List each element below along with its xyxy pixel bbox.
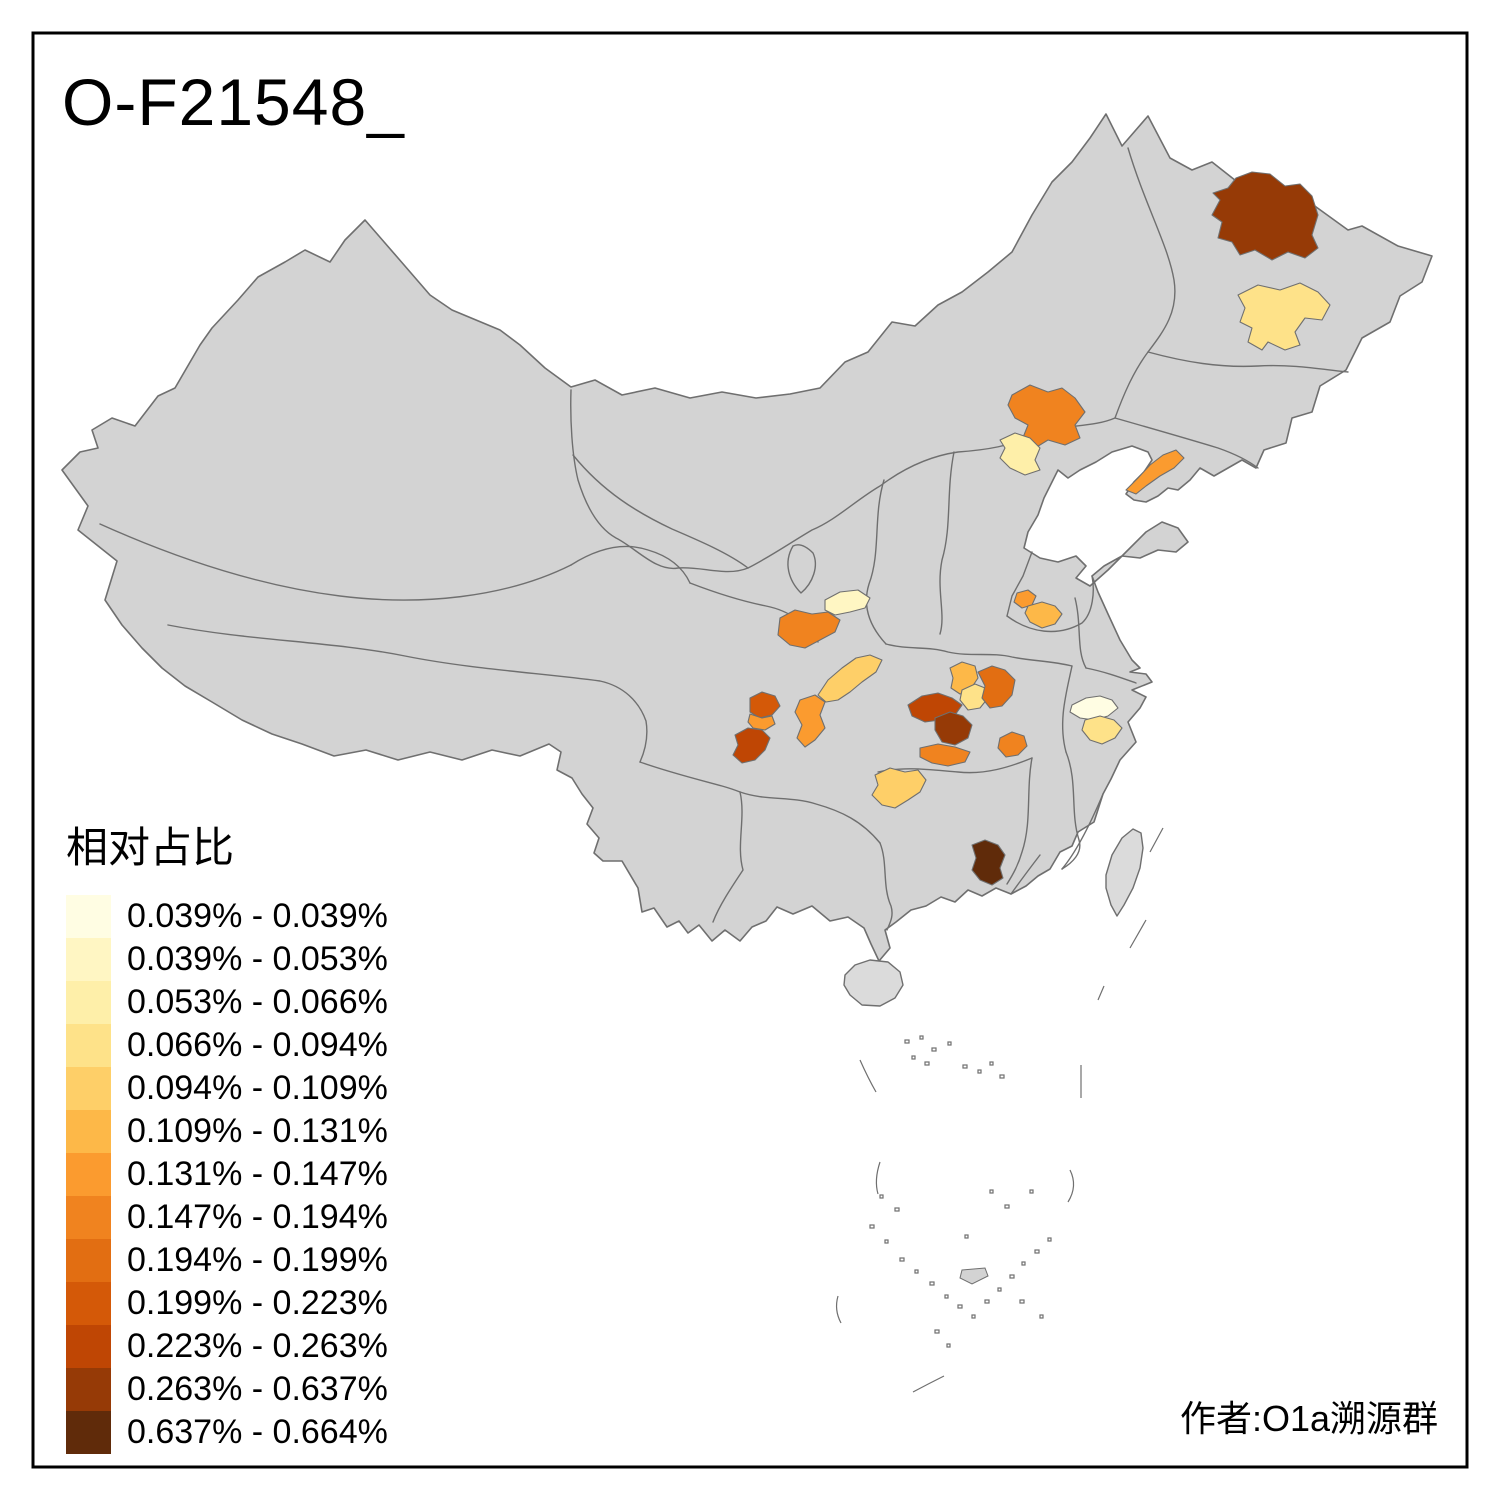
map-region xyxy=(747,713,776,731)
legend-item-label: 0.039% - 0.039% xyxy=(127,897,388,935)
map-region xyxy=(997,731,1028,758)
map-region xyxy=(1211,171,1319,261)
map-region xyxy=(777,609,841,649)
legend-item-label: 0.039% - 0.053% xyxy=(127,940,388,978)
legend-swatch xyxy=(66,895,111,938)
legend-item-label: 0.131% - 0.147% xyxy=(127,1155,388,1193)
legend-item: 0.094% - 0.109% xyxy=(66,1067,388,1110)
map-region xyxy=(1081,715,1123,745)
map-region xyxy=(1024,601,1063,629)
legend-item: 0.039% - 0.053% xyxy=(66,938,388,981)
islet-specks xyxy=(869,1035,1052,1348)
legend-swatch xyxy=(66,1325,111,1368)
hainan-island xyxy=(843,959,904,1007)
map-region xyxy=(999,432,1041,476)
china-mainland xyxy=(61,113,1433,962)
attribution: 作者:O1a溯源群 xyxy=(1179,1398,1438,1439)
legend-item: 0.223% - 0.263% xyxy=(66,1325,388,1368)
legend-item-label: 0.263% - 0.637% xyxy=(127,1370,388,1408)
map-region xyxy=(959,683,989,711)
colored-regions xyxy=(732,171,1331,886)
legend-item: 0.194% - 0.199% xyxy=(66,1239,388,1282)
taiwan-island xyxy=(1105,828,1144,917)
map-region xyxy=(1125,449,1185,495)
legend-swatch xyxy=(66,938,111,981)
legend-swatch xyxy=(66,981,111,1024)
legend-item: 0.039% - 0.039% xyxy=(66,895,388,938)
legend-item: 0.637% - 0.664% xyxy=(66,1411,388,1454)
legend-item: 0.263% - 0.637% xyxy=(66,1368,388,1411)
legend-swatch xyxy=(66,1110,111,1153)
map-region xyxy=(1007,384,1086,449)
legend-item-label: 0.147% - 0.194% xyxy=(127,1198,388,1236)
legend-swatch xyxy=(66,1024,111,1067)
legend-item-label: 0.637% - 0.664% xyxy=(127,1413,388,1451)
legend-item: 0.066% - 0.094% xyxy=(66,1024,388,1067)
legend-swatch xyxy=(66,1067,111,1110)
legend: 相对占比 0.039% - 0.039% 0.039% - 0.053% 0.053… xyxy=(66,814,388,1454)
legend-swatch xyxy=(66,1411,111,1454)
legend-item-label: 0.066% - 0.094% xyxy=(127,1026,388,1064)
legend-item: 0.109% - 0.131% xyxy=(66,1110,388,1153)
map-region xyxy=(971,839,1006,886)
legend-title: 相对占比 xyxy=(66,824,235,871)
legend-item: 0.199% - 0.223% xyxy=(66,1282,388,1325)
legend-item: 0.147% - 0.194% xyxy=(66,1196,388,1239)
map-region xyxy=(794,694,826,748)
legend-swatch xyxy=(66,1239,111,1282)
legend-swatch xyxy=(66,1153,111,1196)
south-china-sea-islands xyxy=(835,827,1164,1393)
legend-item: 0.131% - 0.147% xyxy=(66,1153,388,1196)
legend-item: 0.053% - 0.066% xyxy=(66,981,388,1024)
legend-swatch xyxy=(66,1196,111,1239)
legend-item-label: 0.053% - 0.066% xyxy=(127,983,388,1021)
map-region xyxy=(934,711,973,746)
map-region xyxy=(1069,695,1119,721)
map-region xyxy=(871,767,927,809)
legend-item-label: 0.223% - 0.263% xyxy=(127,1327,388,1365)
plot-frame xyxy=(31,31,1469,1469)
legend-items: 0.039% - 0.039% 0.039% - 0.053% 0.053% - 0… xyxy=(66,895,388,1454)
legend-item-label: 0.109% - 0.131% xyxy=(127,1112,388,1150)
legend-item-label: 0.199% - 0.223% xyxy=(127,1284,388,1322)
map-region xyxy=(1237,282,1331,351)
legend-swatch xyxy=(66,1282,111,1325)
map-region xyxy=(919,743,971,767)
legend-item-label: 0.094% - 0.109% xyxy=(127,1069,388,1107)
map-region xyxy=(749,691,781,719)
map-region xyxy=(732,727,771,764)
map-region xyxy=(817,654,883,703)
province-boundaries xyxy=(99,147,1349,931)
map-region xyxy=(977,665,1016,709)
legend-swatch xyxy=(66,1368,111,1411)
chart-title: O-F21548_ xyxy=(62,65,405,139)
legend-item-label: 0.194% - 0.199% xyxy=(127,1241,388,1279)
